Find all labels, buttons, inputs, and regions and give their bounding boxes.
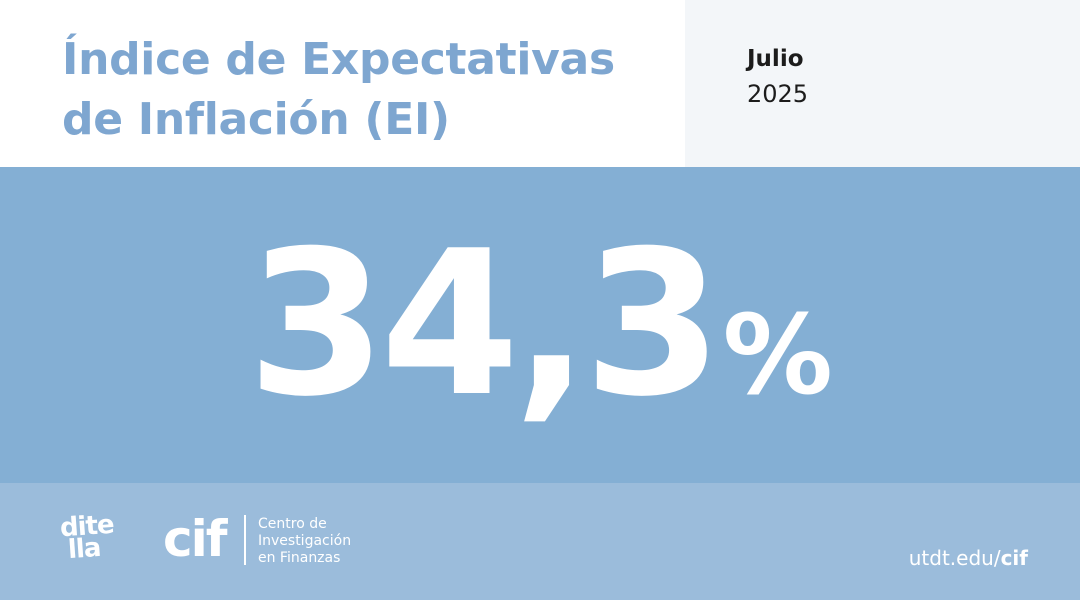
website-link[interactable]: utdt.edu/cif bbox=[909, 546, 1028, 570]
value-band: 34,3% bbox=[0, 167, 1080, 483]
url-suffix: cif bbox=[1000, 546, 1028, 570]
inflation-value: 34,3% bbox=[0, 167, 1080, 483]
url-prefix: utdt.edu/ bbox=[908, 546, 1001, 570]
header: Índice de Expectativas de Inflación (EI)… bbox=[0, 0, 1080, 167]
cif-name-line-1: Centro de bbox=[258, 516, 327, 532]
page-title: Índice de Expectativas de Inflación (EI) bbox=[62, 30, 615, 150]
inflation-number: 34,3 bbox=[247, 208, 722, 441]
footer: dite lla cif Centro de Investigación en … bbox=[0, 483, 1080, 600]
cif-name: Centro de Investigación en Finanzas bbox=[258, 516, 351, 567]
date-box: Julio 2025 bbox=[685, 0, 1080, 167]
cif-name-line-2: Investigación bbox=[258, 533, 352, 549]
year-label: 2025 bbox=[747, 80, 809, 108]
cif-divider bbox=[244, 515, 246, 565]
percent-sign: % bbox=[722, 291, 833, 419]
month-label: Julio bbox=[747, 46, 804, 72]
ditella-logo-line-2: lla bbox=[67, 532, 102, 566]
title-line-2: de Inflación (EI) bbox=[62, 94, 450, 145]
ditella-logo: dite lla bbox=[59, 510, 130, 575]
cif-logo: cif bbox=[163, 510, 228, 568]
cif-name-line-3: en Finanzas bbox=[258, 550, 341, 566]
title-line-1: Índice de Expectativas bbox=[62, 34, 615, 85]
